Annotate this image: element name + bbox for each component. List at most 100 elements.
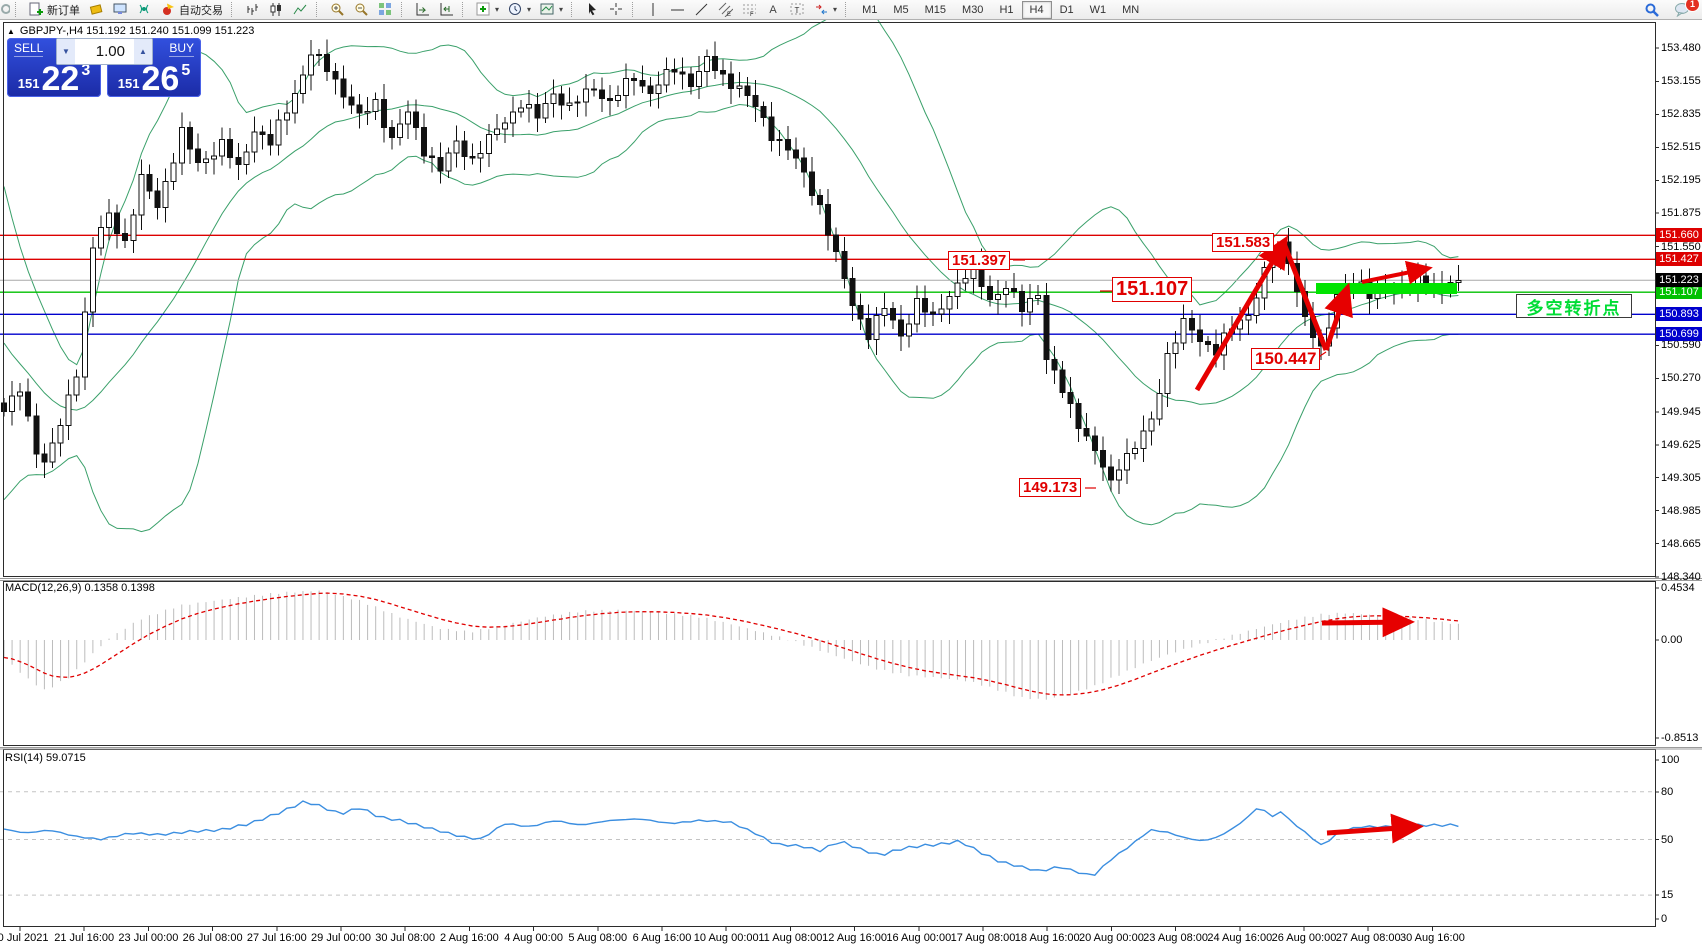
periods-button[interactable]: ▾ [503,0,535,20]
horizontal-line-icon [669,2,685,17]
date-label: 23 Jul 00:00 [118,932,179,944]
price-annotation[interactable]: 151.397 [948,251,1011,271]
chevron-down-icon: ▾ [495,5,500,14]
main-toolbar: 新订单 自动交易 [0,0,1702,20]
new-order-icon [28,2,44,17]
auto-scroll-button[interactable] [410,0,434,20]
indicators-button[interactable]: ▾ [471,0,503,20]
text-button[interactable]: A [761,0,785,20]
zoom-in-button[interactable] [325,0,349,20]
price-annotation[interactable]: 151.107 [1112,277,1193,302]
date-label: 2 Aug 16:00 [440,932,499,944]
search-icon [1644,2,1660,17]
timeframe-mn[interactable]: MN [1122,3,1140,16]
new-order-button[interactable]: 新订单 [24,0,84,20]
tile-windows-button[interactable] [373,0,397,20]
price-badge: 150.699 [1656,327,1702,342]
fibonacci-button[interactable]: F [737,0,761,20]
gold-box-icon [88,2,104,17]
line-chart-button[interactable] [288,0,312,20]
channel-button[interactable]: E [713,0,737,20]
trendline-button[interactable] [689,0,713,20]
symbol-header: ▲ GBPJPY-,H4 151.192 151.240 151.099 151… [7,25,254,37]
sell-button[interactable]: SELL 151 22 3 [7,38,101,97]
text-label-button[interactable]: T [785,0,809,20]
volume-value[interactable]: 1.00 [95,43,125,60]
volume-down-button[interactable]: ▼ [57,39,75,64]
sell-price: 151 22 3 [9,62,99,96]
price-annotation[interactable]: 149.173 [1019,478,1082,498]
bar-chart-button[interactable] [240,0,264,20]
chart-shift-button[interactable] [434,0,458,20]
green-highlight-zone[interactable] [1316,283,1457,294]
price-label: 149.625 [1661,438,1701,451]
price-label: 150.590 [1661,339,1701,352]
date-label: 11 Aug 08:00 [758,932,823,944]
price-label: 152.515 [1661,141,1701,154]
volume-up-button[interactable]: ▲ [134,39,152,64]
price-label: 149.945 [1661,405,1701,418]
trend-arrow[interactable] [1194,235,1289,392]
chevron-down-icon: ▾ [833,5,838,14]
pivot-label[interactable]: 多空转折点 [1516,294,1632,318]
notifications-button[interactable]: 1 [1670,0,1700,20]
rsi-label: RSI(14) 59.0715 [5,752,86,764]
date-label: 27 Jul 16:00 [246,932,307,944]
svg-text:T: T [794,6,799,15]
horizontal-line-button[interactable] [665,0,689,20]
date-label: 4 Aug 00:00 [504,932,563,944]
price-annotation[interactable]: 150.447 [1251,348,1321,370]
trend-arrow[interactable] [1361,260,1433,285]
candlestick-button[interactable] [264,0,288,20]
timeframe-m5[interactable]: M5 [893,3,909,16]
tile-windows-icon [377,2,393,17]
auto-scroll-icon [414,2,430,17]
templates-button[interactable]: ▾ [535,0,567,20]
crosshair-button[interactable] [604,0,628,20]
terminal-button[interactable] [108,0,132,20]
date-label: 18 Aug 16:00 [1014,932,1080,944]
rsi-axis-label: 80 [1661,785,1674,798]
timeframe-m1[interactable]: M1 [862,3,878,16]
buy-price-big: 26 [141,60,180,99]
chevron-down-icon: ▾ [527,5,532,14]
text-label-icon: T [789,2,805,17]
trend-arrow[interactable] [1280,240,1329,351]
date-label: 20 Jul 2021 [0,932,49,944]
price-label: 152.195 [1661,174,1701,187]
timeframe-m30[interactable]: M30 [962,3,984,16]
date-label: 27 Aug 08:00 [1335,932,1401,944]
fibonacci-icon: F [741,2,757,17]
auto-trading-button[interactable]: 自动交易 [156,0,227,20]
trendline-icon [693,2,709,17]
timeframe-w1[interactable]: W1 [1089,3,1107,16]
price-badge: 151.107 [1656,285,1702,300]
price-label: 148.665 [1661,537,1701,550]
price-label: 151.550 [1661,240,1701,253]
trend-arrow[interactable] [1323,282,1353,351]
rsi-axis-label: 100 [1661,754,1680,766]
search-button[interactable] [1640,0,1664,20]
timeframe-h4[interactable]: H4 [1021,0,1052,19]
trend-arrow[interactable] [1321,607,1415,638]
signals-button[interactable] [132,0,156,20]
new-order-label: 新订单 [47,4,80,17]
trend-arrow[interactable] [1326,813,1424,844]
sell-price-sup: 3 [81,62,91,79]
timeframe-d1[interactable]: D1 [1059,3,1074,16]
toolbar-separator [231,2,236,17]
timeframe-m15[interactable]: M15 [924,3,947,16]
vertical-line-button[interactable] [641,0,665,20]
zoom-out-button[interactable] [349,0,373,20]
chart-shift-icon [438,2,454,17]
toolbar-separator [845,2,850,17]
arrows-button[interactable]: ▾ [809,0,841,20]
price-annotation[interactable]: 151.583 [1212,233,1275,253]
market-watch-button[interactable] [84,0,108,20]
cursor-button[interactable] [580,0,604,20]
timeframe-h1[interactable]: H1 [999,3,1014,16]
sell-price-small: 151 [17,76,40,91]
toolbar-separator [316,2,321,17]
